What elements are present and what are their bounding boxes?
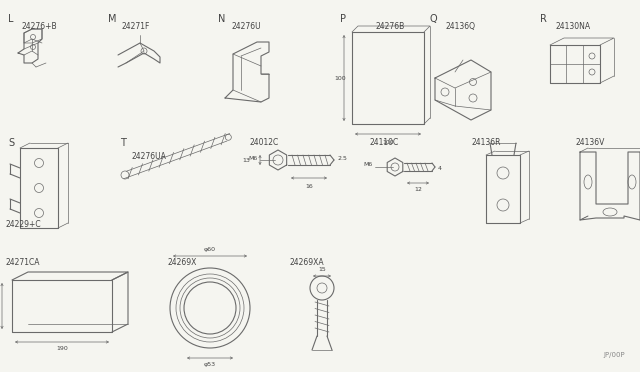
Text: 24130NA: 24130NA xyxy=(556,22,591,31)
Text: 100: 100 xyxy=(382,140,394,145)
Text: M: M xyxy=(108,14,116,24)
Text: 24012C: 24012C xyxy=(250,138,279,147)
Text: 24271CA: 24271CA xyxy=(5,258,40,267)
Text: 24276B: 24276B xyxy=(375,22,404,31)
Text: T: T xyxy=(120,138,126,148)
Text: 4: 4 xyxy=(438,167,442,171)
Text: φ60: φ60 xyxy=(204,247,216,252)
Text: 24269XA: 24269XA xyxy=(290,258,324,267)
Text: L: L xyxy=(8,14,13,24)
Text: 2.5: 2.5 xyxy=(338,155,348,160)
Text: JP/00P: JP/00P xyxy=(604,352,625,358)
Text: N: N xyxy=(218,14,225,24)
Text: 15: 15 xyxy=(318,267,326,272)
Text: 13: 13 xyxy=(242,157,250,163)
Text: 24136V: 24136V xyxy=(575,138,604,147)
Text: 12: 12 xyxy=(414,187,422,192)
Text: 24229+C: 24229+C xyxy=(5,220,40,229)
Text: S: S xyxy=(8,138,14,148)
Text: 24276+B: 24276+B xyxy=(22,22,58,31)
Text: 100: 100 xyxy=(334,76,346,80)
Text: Q: Q xyxy=(430,14,438,24)
Text: 190: 190 xyxy=(56,346,68,351)
Text: 24271F: 24271F xyxy=(122,22,150,31)
Text: 24136R: 24136R xyxy=(472,138,502,147)
Text: 24269X: 24269X xyxy=(168,258,197,267)
Text: M6: M6 xyxy=(249,155,258,160)
Text: R: R xyxy=(540,14,547,24)
Text: 24276U: 24276U xyxy=(232,22,262,31)
Text: 24276UA: 24276UA xyxy=(132,152,167,161)
Text: M6: M6 xyxy=(364,163,373,167)
Text: 24136Q: 24136Q xyxy=(446,22,476,31)
Text: 16: 16 xyxy=(305,184,313,189)
Text: φ53: φ53 xyxy=(204,362,216,367)
Text: P: P xyxy=(340,14,346,24)
Text: 24110C: 24110C xyxy=(370,138,399,147)
